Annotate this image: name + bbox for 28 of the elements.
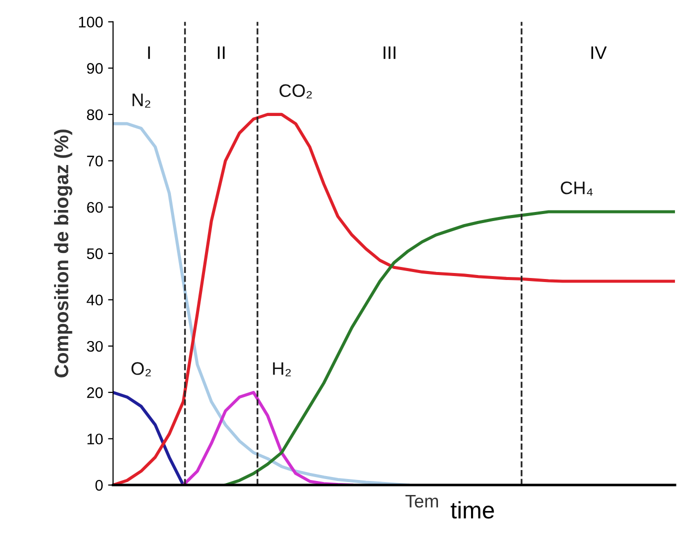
y-tick-label: 70 <box>87 156 103 166</box>
line-series <box>113 122 410 486</box>
series-label: CO₂ <box>280 84 312 98</box>
series-label: O₂ <box>131 362 151 376</box>
line-series <box>224 210 675 486</box>
y-tick-label: 0 <box>95 480 103 491</box>
y-axis-title: Composition de biogaz (%) <box>54 130 72 378</box>
line-series <box>113 112 675 486</box>
y-tick-label: 10 <box>88 434 103 444</box>
line-series <box>182 390 354 486</box>
series-label: CH₄ <box>560 181 593 196</box>
y-tick-label: 20 <box>87 387 103 398</box>
annotation: III <box>384 46 396 59</box>
series-label: H₂ <box>273 362 291 376</box>
series-label: N₂ <box>132 94 150 108</box>
y-tick-label: 50 <box>86 248 103 260</box>
annotation: I <box>148 46 150 59</box>
annotation: IV <box>591 46 607 59</box>
y-tick-label: 30 <box>86 340 103 352</box>
annotation: II <box>218 46 225 59</box>
y-tick-label: 90 <box>87 62 103 74</box>
y-tick-label: 80 <box>87 109 103 120</box>
x-axis-title: time <box>450 501 494 519</box>
line-series <box>113 390 185 486</box>
y-tick-label: 60 <box>87 202 103 213</box>
y-tick-label: 40 <box>86 294 103 306</box>
y-tick-label: 100 <box>79 16 103 28</box>
text: Tem <box>405 494 438 508</box>
